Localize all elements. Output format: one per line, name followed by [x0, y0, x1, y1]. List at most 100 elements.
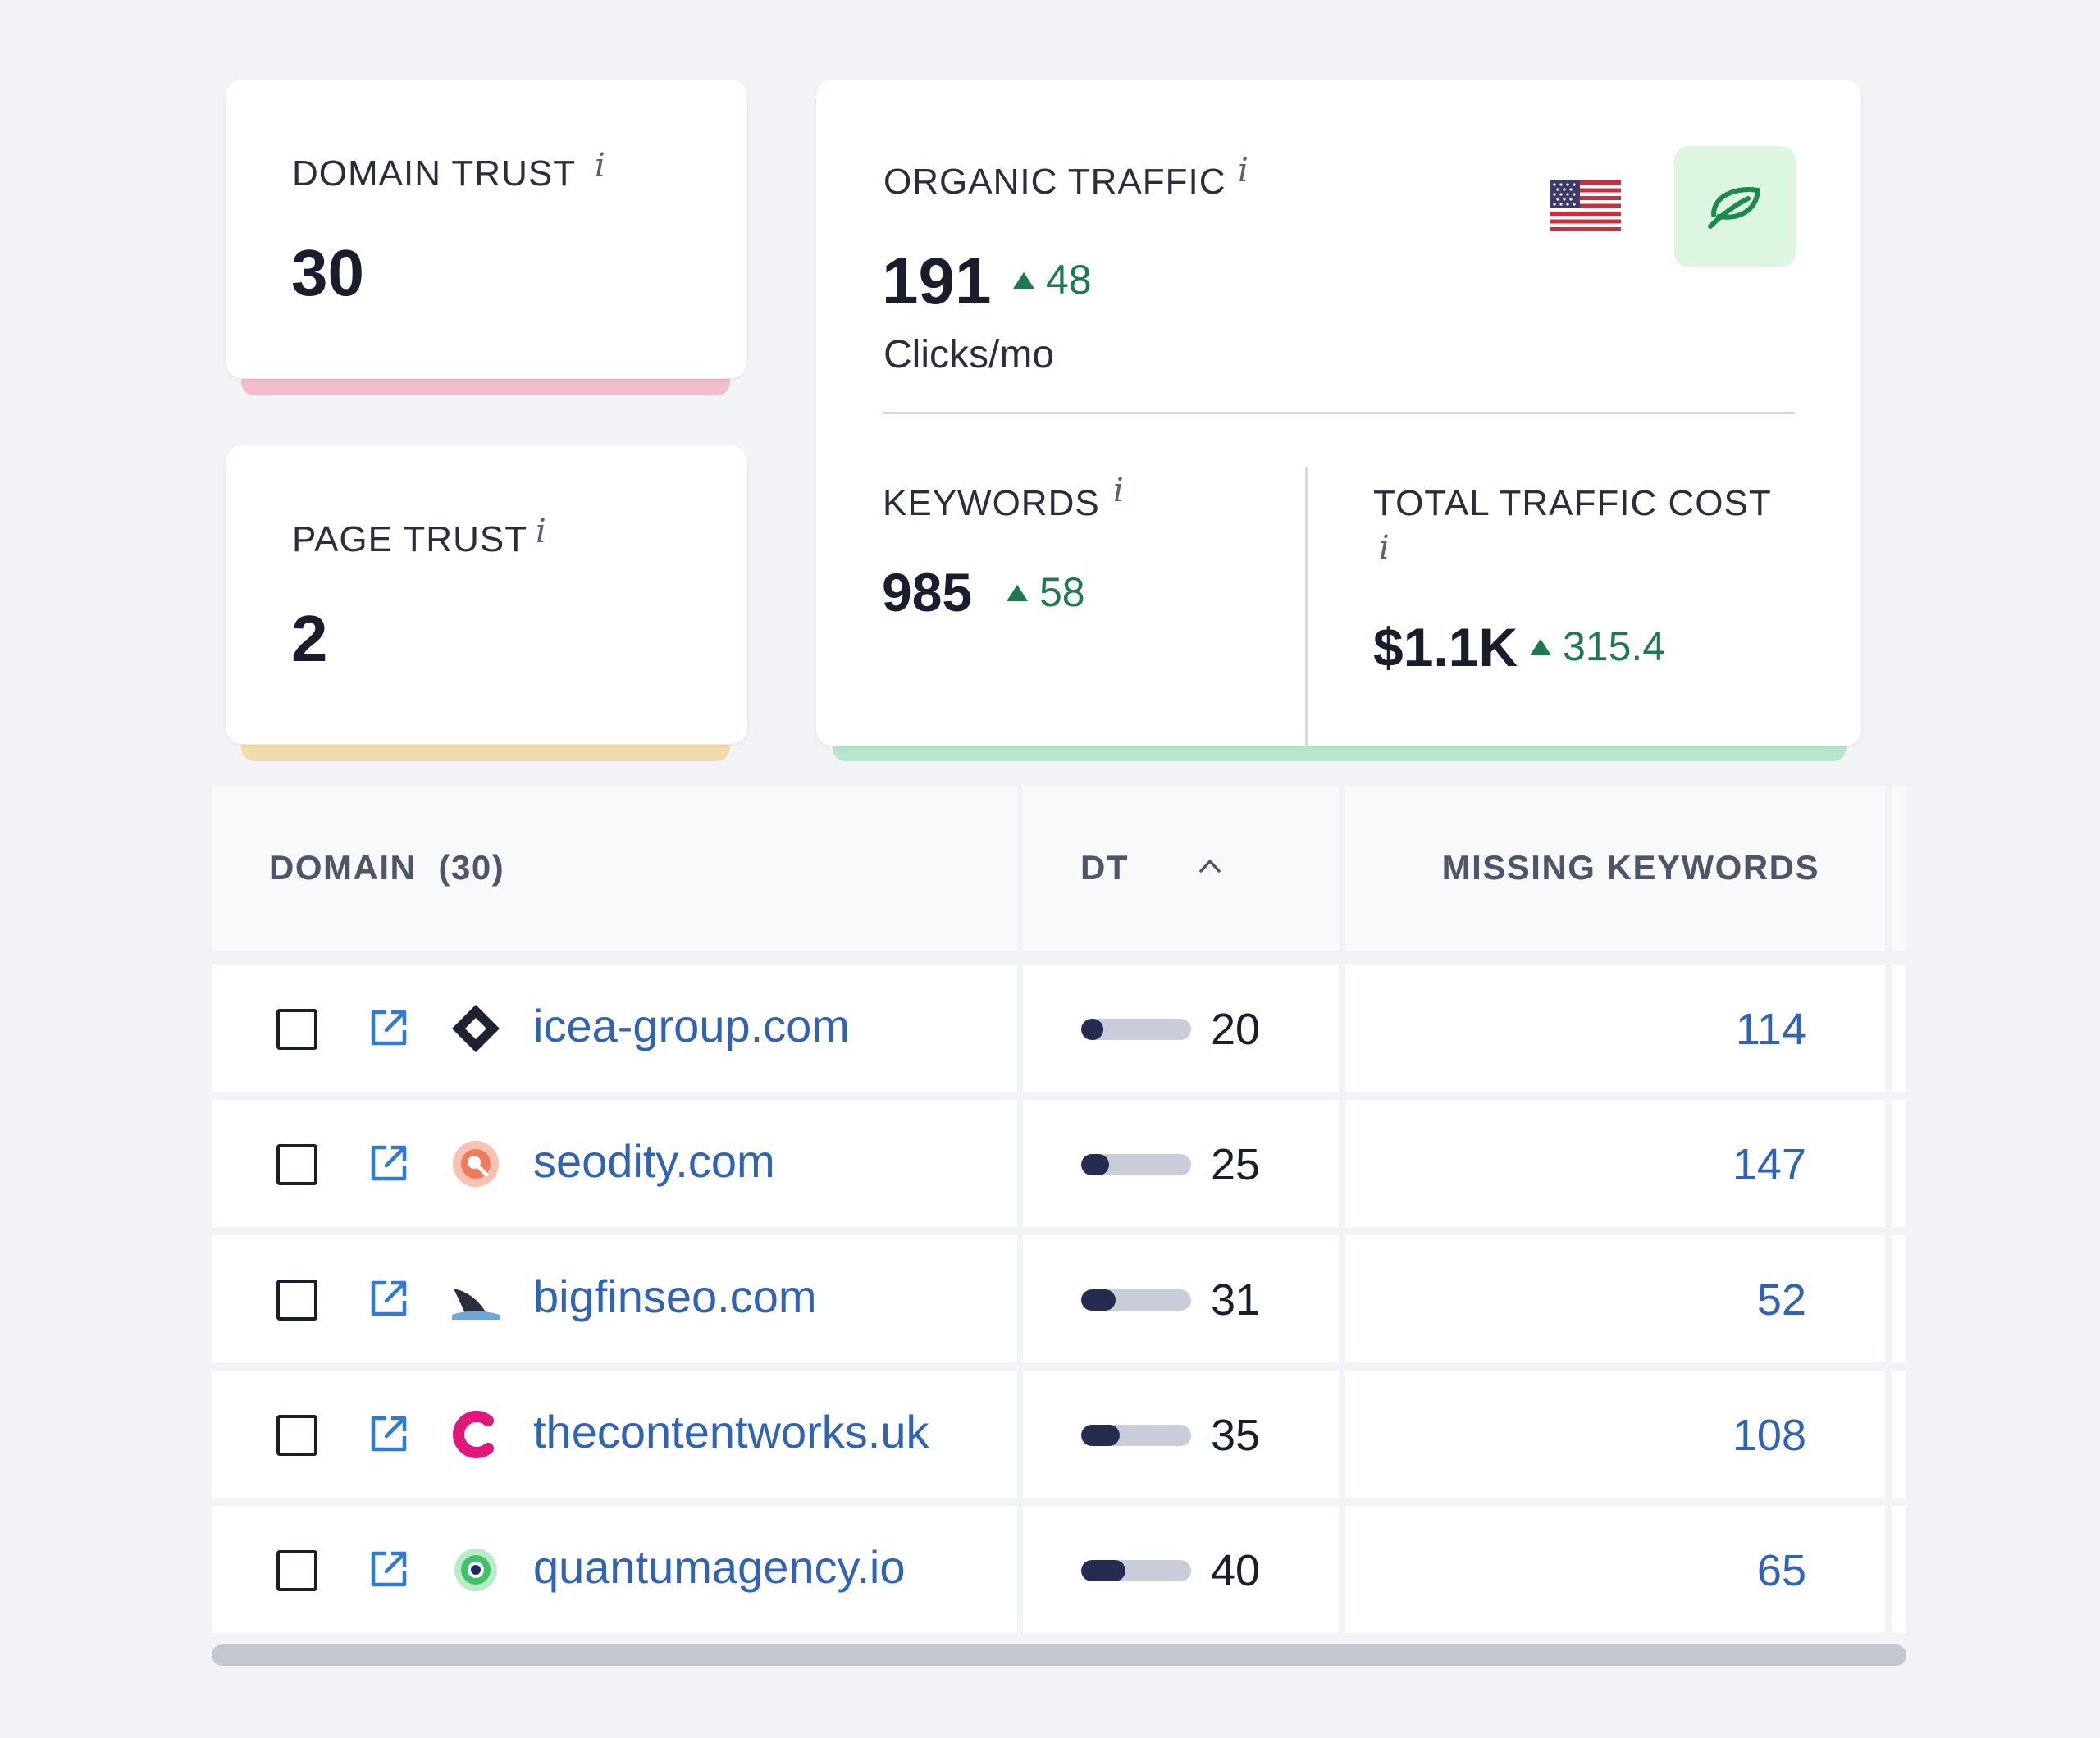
missing-keywords-link[interactable]: 114: [1735, 1005, 1806, 1054]
extra-cell: [1892, 1371, 1906, 1498]
keywords-delta: 58: [1007, 568, 1085, 616]
header-dt-cell: DT: [1023, 786, 1339, 951]
dt-cell: 31: [1023, 1235, 1339, 1362]
extra-cell: [1892, 1100, 1906, 1227]
dt-value: 25: [1211, 1140, 1261, 1189]
domain-trust-accent-bar: [241, 379, 730, 395]
dt-bar: [1081, 1154, 1191, 1175]
organic-vertical-divider: [1305, 467, 1308, 746]
header-extra-cell: [1892, 786, 1906, 951]
keywords-label: KEYWORDS: [883, 483, 1100, 523]
organic-traffic-value: 191: [882, 244, 992, 317]
up-triangle-icon: [1530, 639, 1551, 655]
missing-keywords-cell: 114: [1345, 965, 1885, 1092]
missing-keywords-cell: 65: [1345, 1506, 1885, 1633]
missing-keywords-column-header[interactable]: MISSING KEYWORDS: [1441, 848, 1819, 887]
row-checkbox[interactable]: [276, 1415, 317, 1456]
total-traffic-cost-value: $1.1K: [1373, 617, 1518, 677]
domain-trust-card: DOMAIN TRUST i 30: [226, 80, 747, 378]
missing-keywords-link[interactable]: 65: [1756, 1546, 1806, 1595]
row-checkbox[interactable]: [276, 1280, 317, 1321]
table-row[interactable]: quantumagency.io 40 65: [212, 1506, 1906, 1633]
icea-favicon-icon: [449, 1001, 503, 1056]
dt-value: 35: [1211, 1411, 1261, 1460]
table-row[interactable]: thecontentworks.uk 35 108: [212, 1371, 1906, 1498]
leaf-button[interactable]: [1674, 146, 1796, 267]
up-triangle-icon: [1007, 585, 1028, 601]
dt-bar-fill: [1081, 1560, 1125, 1581]
dt-bar-fill: [1081, 1154, 1109, 1175]
quantum-favicon-icon: [449, 1543, 503, 1597]
domain-link[interactable]: icea-group.com: [533, 1000, 850, 1051]
domain-link[interactable]: thecontentworks.uk: [533, 1406, 929, 1457]
row-checkbox[interactable]: [276, 1144, 317, 1185]
total-traffic-cost-delta: 315.4: [1530, 623, 1665, 670]
dt-bar: [1081, 1560, 1191, 1581]
row-checkbox[interactable]: [276, 1009, 317, 1050]
external-link-icon[interactable]: [368, 1549, 409, 1590]
domain-cell: thecontentworks.uk: [212, 1371, 1017, 1498]
page-trust-label: PAGE TRUST: [292, 519, 528, 559]
extra-cell: [1892, 1235, 1906, 1362]
missing-keywords-cell: 108: [1345, 1371, 1885, 1498]
external-link-icon[interactable]: [368, 1007, 409, 1048]
external-link-icon[interactable]: [368, 1413, 409, 1454]
domain-count: (30): [438, 848, 505, 887]
dt-value: 31: [1211, 1275, 1261, 1325]
header-domain-cell: DOMAIN (30): [212, 786, 1017, 951]
dt-column-header[interactable]: DT: [1080, 848, 1129, 887]
domain-column-header[interactable]: DOMAIN (30): [269, 848, 504, 887]
organic-divider: [883, 412, 1795, 414]
sort-ascending-icon[interactable]: [1198, 856, 1222, 874]
domain-cell: icea-group.com: [212, 965, 1017, 1092]
organic-traffic-info-icon[interactable]: i: [1238, 152, 1249, 189]
competitors-table: DOMAIN (30) DT MISSING KEYWORDS icea-gro…: [212, 786, 1906, 1655]
total-traffic-cost-label: TOTAL TRAFFIC COST: [1373, 483, 1772, 523]
dt-cell: 25: [1023, 1100, 1339, 1227]
external-link-icon[interactable]: [368, 1278, 409, 1319]
organic-traffic-label: ORGANIC TRAFFIC: [883, 162, 1226, 202]
missing-keywords-link[interactable]: 147: [1732, 1140, 1806, 1189]
domain-link[interactable]: bigfinseo.com: [533, 1270, 817, 1322]
dt-bar: [1081, 1019, 1191, 1040]
contentworks-favicon-icon: [449, 1407, 503, 1462]
organic-traffic-unit: Clicks/mo: [883, 333, 1055, 376]
domain-trust-info-icon[interactable]: i: [595, 147, 605, 185]
horizontal-scrollbar[interactable]: [212, 1644, 1906, 1666]
missing-keywords-cell: 147: [1345, 1100, 1885, 1227]
keywords-info-icon[interactable]: i: [1113, 472, 1124, 509]
domain-trust-label: DOMAIN TRUST: [292, 153, 577, 194]
row-checkbox[interactable]: [276, 1550, 317, 1591]
missing-keywords-cell: 52: [1345, 1235, 1885, 1362]
missing-keywords-link[interactable]: 52: [1756, 1275, 1806, 1325]
table-row[interactable]: bigfinseo.com 31 52: [212, 1235, 1906, 1362]
header-missing-cell: MISSING KEYWORDS: [1345, 786, 1885, 951]
leaf-icon: [1708, 187, 1760, 229]
cost-delta-value: 315.4: [1563, 623, 1666, 669]
missing-keywords-link[interactable]: 108: [1732, 1411, 1806, 1460]
dt-cell: 35: [1023, 1371, 1339, 1498]
page-trust-accent-bar: [241, 745, 730, 761]
domain-link[interactable]: quantumagency.io: [533, 1541, 906, 1593]
domain-cell: bigfinseo.com: [212, 1235, 1017, 1362]
page-trust-card: PAGE TRUST i 2: [226, 445, 747, 744]
organic-traffic-delta: 48: [1013, 256, 1092, 303]
dt-bar-fill: [1081, 1289, 1116, 1311]
extra-cell: [1892, 965, 1906, 1092]
table-row[interactable]: icea-group.com 20 114: [212, 965, 1906, 1092]
keywords-value: 985: [882, 562, 973, 623]
total-traffic-cost-info-icon[interactable]: i: [1379, 529, 1390, 567]
bigfin-favicon-icon: [449, 1272, 503, 1326]
dt-cell: 20: [1023, 965, 1339, 1092]
page-trust-info-icon[interactable]: i: [536, 513, 546, 550]
dt-bar: [1081, 1425, 1191, 1446]
extra-cell: [1892, 1506, 1906, 1633]
table-row[interactable]: seodity.com 25 147: [212, 1100, 1906, 1227]
domain-link[interactable]: seodity.com: [533, 1135, 775, 1187]
us-flag-icon: [1550, 180, 1621, 231]
dt-value: 20: [1211, 1005, 1261, 1054]
external-link-icon[interactable]: [368, 1143, 409, 1184]
domain-header-label: DOMAIN: [269, 848, 417, 887]
organic-accent-bar: [833, 745, 1847, 761]
dt-bar-fill: [1081, 1019, 1103, 1040]
